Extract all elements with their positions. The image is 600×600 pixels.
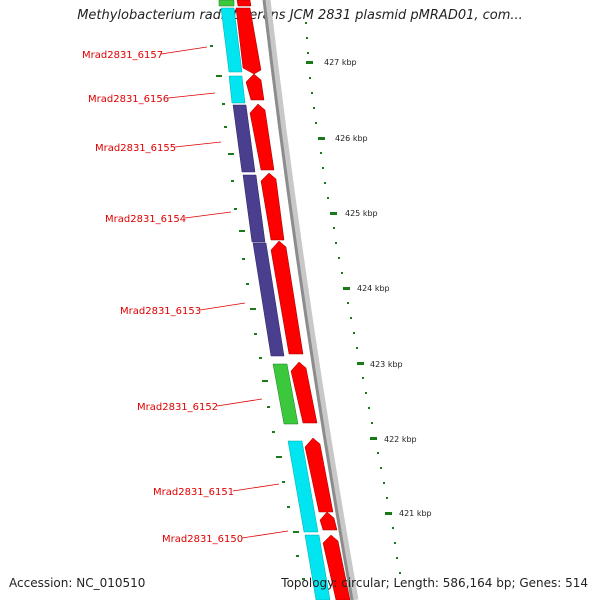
gene-label-6157[interactable]: Mrad2831_6157 — [82, 50, 163, 61]
scale-label-421: 421 kbp — [399, 509, 432, 518]
feature-red-6150a[interactable] — [319, 511, 338, 531]
feature-cyan-6156[interactable] — [228, 75, 246, 104]
scale-minor-ticks — [305, 22, 401, 574]
gene-label-6156[interactable]: Mrad2831_6156 — [88, 94, 169, 105]
gene-label-6152[interactable]: Mrad2831_6152 — [137, 402, 218, 413]
feature-red-6152[interactable] — [290, 361, 318, 424]
topology-text: Topology: circular; Length: 586,164 bp; … — [281, 576, 588, 590]
feature-red-6156[interactable] — [245, 73, 265, 101]
gene-label-6150[interactable]: Mrad2831_6150 — [162, 534, 243, 545]
scale-label-427: 427 kbp — [324, 58, 357, 67]
feature-red-6154[interactable] — [260, 172, 285, 241]
backbone-shadow — [263, 0, 359, 600]
gene-label-6155[interactable]: Mrad2831_6155 — [95, 143, 176, 154]
scale-label-426: 426 kbp — [335, 134, 368, 143]
gene-label-6153[interactable]: Mrad2831_6153 — [120, 306, 201, 317]
feature-red-6151[interactable] — [304, 437, 334, 513]
gene-label-6154[interactable]: Mrad2831_6154 — [105, 214, 186, 225]
scale-label-424: 424 kbp — [357, 284, 390, 293]
scale-label-423: 423 kbp — [370, 360, 403, 369]
feature-red-6153[interactable] — [270, 240, 304, 355]
scale-label-425: 425 kbp — [345, 209, 378, 218]
feature-red-6155[interactable] — [249, 103, 275, 171]
scale-major-ticks — [306, 61, 392, 515]
feature-cyan-6157[interactable] — [220, 7, 243, 73]
map-title: Methylobacterium radiotolerans JCM 2831 … — [77, 8, 523, 23]
accession-text: Accession: NC_010510 — [9, 576, 146, 590]
feature-red-6150b[interactable] — [322, 534, 351, 600]
left-tick-track — [210, 45, 305, 580]
feature-purple-6153[interactable] — [252, 242, 285, 357]
backbone — [262, 0, 354, 600]
feature-purple-6154[interactable] — [242, 174, 266, 243]
feature-purple-6155[interactable] — [232, 104, 256, 173]
feature-green-6152[interactable] — [272, 363, 299, 425]
feature-red-6157[interactable] — [235, 7, 262, 75]
gene-label-leaders — [160, 46, 289, 539]
feature-red-partial[interactable] — [236, 0, 252, 7]
scale-label-422: 422 kbp — [384, 435, 417, 444]
feature-cyan-6151[interactable] — [287, 440, 319, 533]
feature-green-partial[interactable] — [218, 0, 235, 7]
feature-cyan-6150[interactable] — [304, 534, 331, 600]
gene-label-6151[interactable]: Mrad2831_6151 — [153, 487, 234, 498]
